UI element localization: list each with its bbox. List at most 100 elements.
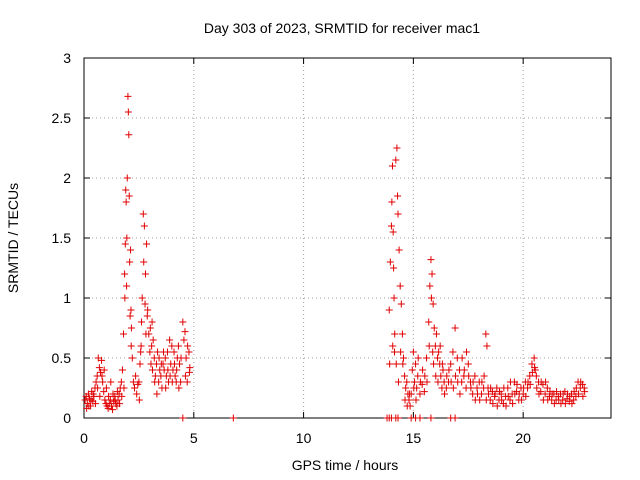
- data-point: [141, 300, 149, 308]
- data-point: [430, 324, 438, 332]
- data-point: [429, 348, 437, 356]
- x-tick-label: 10: [296, 430, 312, 446]
- data-point: [401, 396, 409, 404]
- data-point: [154, 348, 162, 356]
- data-point: [143, 240, 151, 248]
- data-point: [143, 312, 151, 320]
- x-tick-label: 5: [190, 430, 198, 446]
- data-point: [425, 318, 433, 326]
- data-point: [436, 342, 444, 350]
- data-point: [393, 144, 401, 152]
- x-tick-label: 0: [80, 430, 88, 446]
- data-point: [399, 354, 407, 362]
- data-point: [427, 256, 435, 264]
- data-point: [439, 366, 447, 374]
- data-point: [482, 396, 490, 404]
- data-point: [402, 384, 410, 392]
- data-point: [81, 396, 89, 404]
- data-point: [533, 384, 541, 392]
- data-point: [127, 342, 135, 350]
- data-point: [138, 294, 146, 302]
- data-point: [428, 270, 436, 278]
- data-point: [570, 396, 578, 404]
- data-point: [131, 384, 139, 392]
- y-tick-label: 3: [63, 50, 71, 66]
- data-point: [467, 384, 475, 392]
- data-point: [390, 348, 398, 356]
- data-point: [164, 366, 172, 374]
- y-tick-label: 2: [63, 170, 71, 186]
- axis-ticks: [83, 57, 611, 419]
- data-point: [146, 348, 154, 356]
- data-point: [135, 378, 143, 386]
- data-point: [96, 368, 104, 376]
- data-point: [136, 360, 144, 368]
- data-point: [473, 384, 481, 392]
- data-point: [151, 378, 159, 386]
- data-point: [513, 380, 521, 388]
- data-point: [177, 378, 185, 386]
- data-point: [575, 390, 583, 398]
- data-point: [184, 342, 192, 350]
- data-point: [166, 372, 174, 380]
- data-point: [229, 414, 237, 422]
- data-point: [410, 378, 418, 386]
- data-point: [161, 354, 169, 362]
- data-point: [186, 364, 194, 372]
- data-point: [419, 366, 427, 374]
- y-axis-label: SRMTID / TECUs: [5, 183, 21, 293]
- data-point: [498, 396, 506, 404]
- data-point: [91, 400, 99, 408]
- y-tick-label: 1.5: [52, 230, 72, 246]
- data-point: [388, 198, 396, 206]
- data-point: [577, 378, 585, 386]
- data-point: [483, 342, 491, 350]
- data-point: [506, 378, 514, 386]
- data-point: [530, 354, 538, 362]
- data-point: [491, 390, 499, 398]
- data-point: [113, 388, 121, 396]
- data-point: [137, 342, 145, 350]
- data-point: [87, 396, 95, 404]
- data-point: [173, 366, 181, 374]
- data-point: [100, 366, 108, 374]
- x-tick-label: 15: [406, 430, 422, 446]
- data-point: [146, 324, 154, 332]
- data-point: [394, 414, 402, 422]
- data-point: [473, 390, 481, 398]
- data-point: [531, 364, 539, 372]
- data-point: [414, 372, 422, 380]
- data-point: [456, 390, 464, 398]
- data-point: [180, 336, 188, 344]
- data-point: [397, 300, 405, 308]
- data-point: [168, 342, 176, 350]
- data-point: [579, 392, 587, 400]
- data-point: [398, 330, 406, 338]
- data-point: [526, 380, 534, 388]
- data-point: [432, 372, 440, 380]
- data-point: [149, 366, 157, 374]
- data-point: [392, 156, 400, 164]
- data-point: [133, 390, 141, 398]
- data-point: [123, 174, 131, 182]
- data-point: [126, 258, 134, 266]
- data-point: [570, 388, 578, 396]
- y-tick-label: 2.5: [52, 110, 72, 126]
- data-point: [478, 378, 486, 386]
- data-point: [555, 396, 563, 404]
- data-point: [109, 390, 117, 398]
- data-point: [399, 360, 407, 368]
- data-point: [543, 384, 551, 392]
- data-point: [391, 330, 399, 338]
- data-point: [469, 378, 477, 386]
- data-point: [500, 384, 508, 392]
- data-point: [421, 372, 429, 380]
- data-point: [125, 192, 133, 200]
- data-point: [427, 294, 435, 302]
- y-tick-labels: 0 0.5 1 1.5 2 2.5 3: [52, 50, 72, 426]
- data-point: [423, 354, 431, 362]
- data-point: [476, 396, 484, 404]
- data-point: [124, 92, 132, 100]
- data-point: [449, 348, 457, 356]
- data-point: [447, 378, 455, 386]
